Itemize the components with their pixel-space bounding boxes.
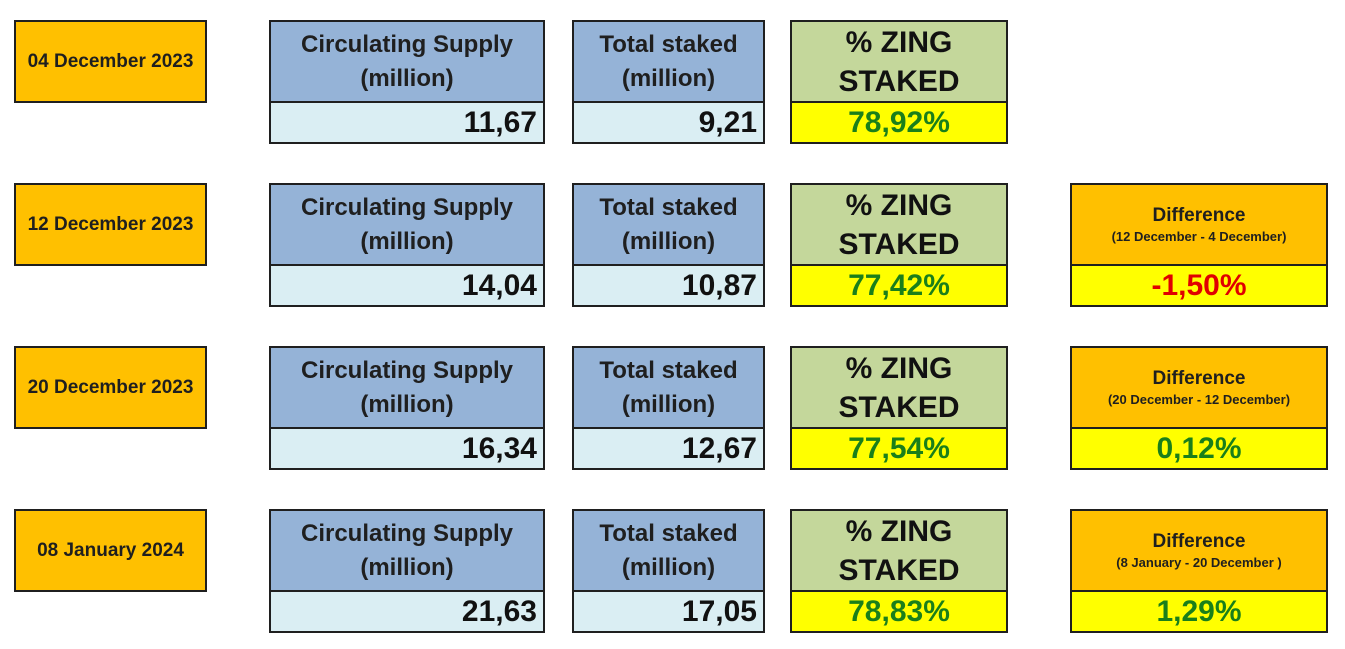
date-label: 20 December 2023 <box>14 346 207 429</box>
header-line: (million) <box>360 64 454 92</box>
header-line: Circulating Supply <box>300 193 513 221</box>
header-line: Total staked <box>599 30 738 58</box>
header-line: (million) <box>621 390 716 418</box>
difference-value: 1,29% <box>1070 590 1328 633</box>
total-staked-header: Total staked (million) <box>572 509 765 592</box>
header-line: STAKED <box>838 64 960 98</box>
date-label: 08 January 2024 <box>14 509 207 592</box>
circulating-supply-header: Circulating Supply (million) <box>269 20 545 103</box>
header-line: STAKED <box>838 227 960 261</box>
zing-staked-header: % ZING STAKED <box>790 509 1008 592</box>
header-line: (million) <box>621 553 716 581</box>
difference-header: Difference (20 December - 12 December) <box>1070 346 1328 429</box>
header-line: % ZING <box>845 514 953 548</box>
difference-range: (8 January - 20 December ) <box>1116 555 1282 570</box>
circulating-supply-value: 16,34 <box>269 427 545 470</box>
zing-staked-percent: 77,42% <box>790 264 1008 307</box>
header-line: Total staked <box>599 193 738 221</box>
circulating-supply-value: 14,04 <box>269 264 545 307</box>
zing-staked-percent: 78,92% <box>790 101 1008 144</box>
zing-staked-percent: 78,83% <box>790 590 1008 633</box>
header-line: (million) <box>360 227 454 255</box>
total-staked-header: Total staked (million) <box>572 346 765 429</box>
header-line: (million) <box>621 227 716 255</box>
header-line: STAKED <box>838 390 960 424</box>
difference-label: Difference <box>1152 368 1246 389</box>
difference-label: Difference <box>1152 531 1246 552</box>
difference-value: -1,50% <box>1070 264 1328 307</box>
header-line: (million) <box>621 64 716 92</box>
total-staked-header: Total staked (million) <box>572 183 765 266</box>
difference-range: (20 December - 12 December) <box>1107 392 1291 407</box>
header-line: (million) <box>360 553 454 581</box>
date-label: 12 December 2023 <box>14 183 207 266</box>
circulating-supply-header: Circulating Supply (million) <box>269 509 545 592</box>
difference-value: 0,12% <box>1070 427 1328 470</box>
zing-staked-header: % ZING STAKED <box>790 183 1008 266</box>
header-line: Total staked <box>599 356 738 384</box>
date-label: 04 December 2023 <box>14 20 207 103</box>
zing-staked-header: % ZING STAKED <box>790 346 1008 429</box>
header-line: Circulating Supply <box>300 356 513 384</box>
circulating-supply-value: 11,67 <box>269 101 545 144</box>
difference-label: Difference <box>1152 205 1246 226</box>
difference-range: (12 December - 4 December) <box>1111 229 1287 244</box>
difference-header: Difference (12 December - 4 December) <box>1070 183 1328 266</box>
total-staked-value: 12,67 <box>572 427 765 470</box>
circulating-supply-value: 21,63 <box>269 590 545 633</box>
header-line: STAKED <box>838 553 960 587</box>
circulating-supply-header: Circulating Supply (million) <box>269 346 545 429</box>
difference-header: Difference (8 January - 20 December ) <box>1070 509 1328 592</box>
header-line: % ZING <box>845 25 953 59</box>
zing-staked-percent: 77,54% <box>790 427 1008 470</box>
total-staked-header: Total staked (million) <box>572 20 765 103</box>
header-line: (million) <box>360 390 454 418</box>
total-staked-value: 17,05 <box>572 590 765 633</box>
total-staked-value: 9,21 <box>572 101 765 144</box>
zing-staked-header: % ZING STAKED <box>790 20 1008 103</box>
header-line: Circulating Supply <box>300 30 513 58</box>
circulating-supply-header: Circulating Supply (million) <box>269 183 545 266</box>
header-line: % ZING <box>845 351 953 385</box>
total-staked-value: 10,87 <box>572 264 765 307</box>
header-line: Circulating Supply <box>300 519 513 547</box>
header-line: % ZING <box>845 188 953 222</box>
header-line: Total staked <box>599 519 738 547</box>
